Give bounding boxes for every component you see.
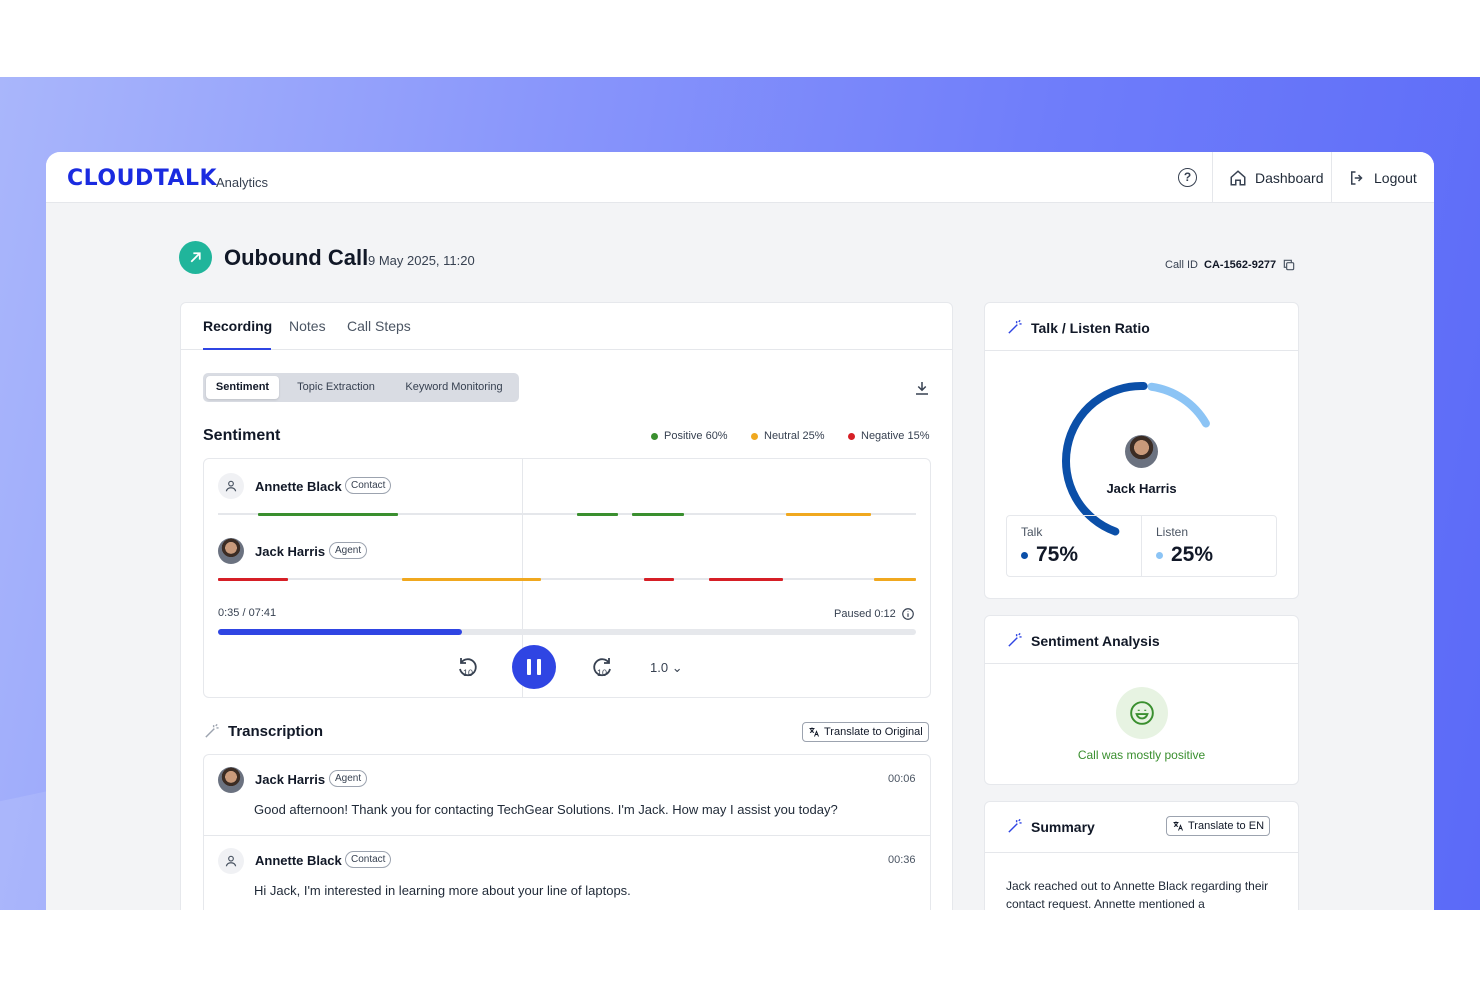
message-timestamp[interactable]: 00:06 — [888, 773, 916, 785]
translate-original-button[interactable]: Translate to Original — [802, 722, 929, 742]
translate-en-button[interactable]: Translate to EN — [1166, 816, 1271, 836]
page-title: Oubound Call — [224, 245, 369, 270]
speaker-name: Annette Black — [255, 853, 342, 868]
talk-stat: Talk 75% — [1007, 516, 1142, 576]
participant-name: Annette Black — [255, 479, 342, 494]
logout-label: Logout — [1374, 169, 1417, 186]
agent-avatar — [218, 767, 244, 793]
listen-arc — [1147, 382, 1210, 428]
legend-negative: Negative 15% — [848, 430, 930, 442]
playback-speed-select[interactable]: 1.0 ⌄ — [650, 660, 683, 675]
message-text: Hi Jack, I'm interested in learning more… — [254, 883, 631, 898]
rewind-10-icon[interactable]: 10 — [456, 655, 480, 679]
pause-button[interactable] — [512, 645, 556, 689]
divider — [204, 835, 930, 836]
home-icon — [1230, 169, 1246, 185]
role-badge: Contact — [345, 477, 392, 494]
agent-avatar — [1125, 435, 1158, 468]
talk-listen-card: Talk / Listen Ratio Jack Harris Talk 75%… — [984, 302, 1299, 599]
contact-avatar — [218, 473, 244, 499]
sentiment-analysis-card: Sentiment Analysis Call was mostly posit… — [984, 615, 1299, 785]
legend-neutral: Neutral 25% — [751, 430, 825, 442]
call-id-label: Call ID — [1165, 259, 1199, 271]
agent-avatar — [218, 538, 244, 564]
download-icon[interactable] — [913, 379, 931, 397]
magic-wand-icon — [1008, 818, 1022, 833]
role-badge: Agent — [329, 542, 368, 559]
divider — [985, 350, 1298, 351]
summary-heading: Summary — [1006, 818, 1095, 835]
playback-time: 0:35 / 07:41 — [218, 607, 277, 619]
divider — [985, 852, 1298, 853]
recording-card: Recording Notes Call Steps Sentiment Top… — [180, 302, 953, 910]
message-timestamp[interactable]: 00:36 — [888, 854, 916, 866]
help-icon[interactable]: ? — [1178, 168, 1197, 187]
svg-text:10: 10 — [597, 668, 607, 678]
summary-card: Summary Translate to EN Jack reached out… — [984, 801, 1299, 910]
call-id: Call ID CA-1562-9277 — [1165, 258, 1296, 272]
participant-name: Jack Harris — [255, 544, 326, 559]
paused-time: Paused 0:12 — [834, 607, 915, 621]
role-badge: Contact — [345, 851, 392, 868]
legend-positive: Positive 60% — [651, 430, 728, 442]
tab-call-steps[interactable]: Call Steps — [347, 318, 411, 334]
contact-sentiment-track — [218, 512, 916, 516]
listen-stat: Listen 25% — [1156, 525, 1214, 566]
audio-player: Annette Black Contact Jack Harris Agent … — [203, 458, 931, 698]
magic-wand-icon — [205, 723, 219, 738]
forward-10-icon[interactable]: 10 — [590, 655, 614, 679]
analysis-segmented-control: Sentiment Topic Extraction Keyword Monit… — [203, 373, 519, 402]
translate-icon — [809, 727, 819, 737]
ratio-stats: Talk 75% Listen 25% — [1006, 515, 1277, 577]
talk-listen-heading: Talk / Listen Ratio — [1006, 319, 1150, 336]
logout-icon — [1351, 170, 1363, 185]
sentiment-result: Call was mostly positive — [1077, 748, 1206, 762]
progress-bar[interactable] — [218, 629, 916, 635]
agent-sentiment-track — [218, 577, 916, 581]
translate-icon — [1173, 821, 1183, 831]
sentiment-heading: Sentiment — [203, 427, 281, 444]
active-tab-indicator — [203, 348, 271, 350]
dashboard-button[interactable]: Dashboard — [1212, 152, 1331, 203]
app-window: CLOUDTALK Analytics ? Dashboard Logout O… — [46, 152, 1434, 910]
message-text: Good afternoon! Thank you for contacting… — [254, 802, 838, 817]
tab-notes[interactable]: Notes — [289, 318, 326, 334]
info-icon[interactable] — [901, 607, 915, 621]
segment-sentiment[interactable]: Sentiment — [206, 376, 279, 399]
segment-keyword-monitoring[interactable]: Keyword Monitoring — [405, 381, 503, 393]
copy-icon[interactable] — [1282, 258, 1296, 272]
contact-avatar — [218, 848, 244, 874]
tab-recording[interactable]: Recording — [203, 318, 273, 334]
speaker-name: Jack Harris — [255, 772, 326, 787]
tab-bar: Recording Notes Call Steps — [181, 303, 952, 350]
dashboard-label: Dashboard — [1255, 169, 1324, 186]
role-badge: Agent — [329, 770, 368, 787]
cloudtalk-logo[interactable]: CLOUDTALK — [67, 166, 218, 191]
logout-button[interactable]: Logout — [1331, 152, 1434, 203]
progress-fill — [218, 629, 463, 635]
divider — [985, 663, 1298, 664]
transcription-heading: Transcription — [203, 723, 323, 740]
logo-subtitle: Analytics — [216, 175, 269, 190]
svg-text:10: 10 — [463, 668, 473, 678]
call-id-value: CA-1562-9277 — [1204, 259, 1277, 271]
top-bar: CLOUDTALK Analytics ? Dashboard Logout — [46, 152, 1434, 203]
sentiment-analysis-heading: Sentiment Analysis — [1006, 632, 1160, 649]
magic-wand-icon — [1008, 632, 1022, 647]
agent-name: Jack Harris — [1106, 481, 1177, 496]
smile-icon — [1116, 687, 1168, 739]
transcript-list: Jack Harris Agent 00:06 Good afternoon! … — [203, 754, 931, 910]
magic-wand-icon — [1008, 319, 1022, 334]
summary-text: Jack reached out to Annette Black regard… — [1006, 879, 1269, 910]
call-date: 9 May 2025, 11:20 — [368, 253, 475, 268]
segment-topic-extraction[interactable]: Topic Extraction — [297, 381, 375, 393]
outbound-call-icon — [179, 241, 212, 274]
